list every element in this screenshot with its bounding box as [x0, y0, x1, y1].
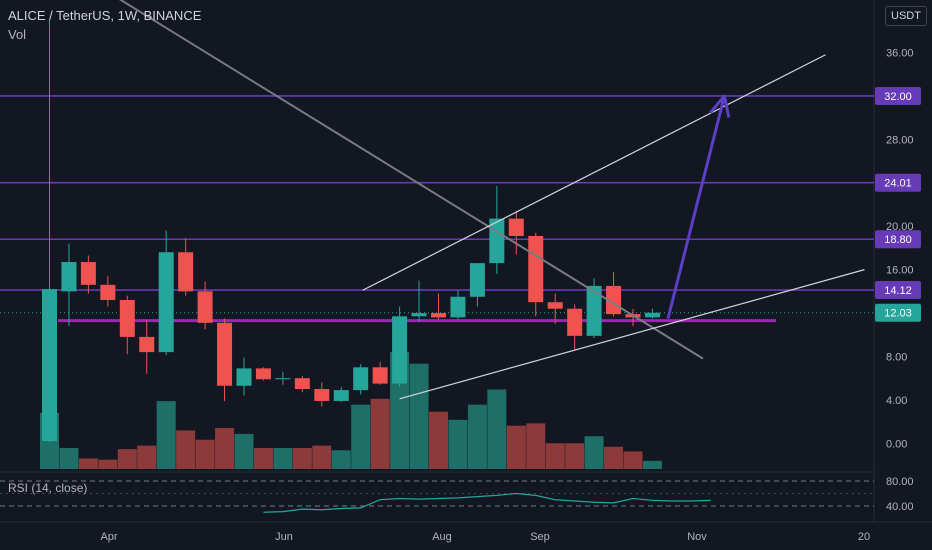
volume-bar [506, 425, 526, 469]
volume-bar [273, 447, 293, 469]
price-tick-label: 28.00 [886, 134, 914, 146]
volume-bar [526, 423, 546, 469]
candle-body [606, 285, 622, 315]
volume-bar [487, 389, 507, 469]
last-price-badge [875, 303, 921, 322]
candle-body [508, 218, 524, 236]
volume-bar [370, 398, 390, 469]
volume-bar [448, 419, 468, 469]
time-tick-label: Aug [432, 531, 452, 543]
candle-body [61, 262, 77, 292]
level-label: 32.00 [884, 91, 912, 103]
candle-body [236, 368, 252, 386]
volume-bar [312, 445, 332, 469]
time-tick-label: Nov [687, 531, 707, 543]
candle-body [431, 313, 446, 318]
volume-bar [623, 451, 643, 469]
projection-arrow-line [666, 95, 726, 319]
candle-body [178, 252, 194, 292]
volume-bar [137, 445, 157, 469]
candle-body [294, 378, 310, 390]
level-label: 14.12 [884, 285, 912, 297]
candle-body [197, 291, 213, 323]
candle-body [158, 252, 174, 353]
volume-bar [409, 363, 429, 469]
descending-trendline [118, 0, 704, 360]
price-tick-label: 16.00 [886, 265, 914, 277]
volume-bar [78, 458, 98, 469]
volume-bar [584, 436, 604, 469]
channel-trendline [399, 269, 865, 400]
candle-body [392, 316, 408, 384]
candle-body [547, 302, 563, 309]
candle-body [333, 390, 349, 401]
level-badge [875, 230, 921, 249]
volume-bar [331, 450, 351, 469]
candle-body [42, 289, 57, 442]
volume-bar [253, 447, 273, 469]
channel-trendline [362, 54, 826, 291]
time-tick-label: Sep [530, 531, 550, 543]
volume-bar [467, 404, 487, 469]
level-badge [875, 173, 921, 192]
price-tick-label: 8.00 [886, 351, 907, 363]
candle-body [100, 284, 116, 301]
rsi-tick-label: 40.00 [886, 501, 914, 513]
volume-bar [234, 433, 254, 469]
volume-bar [59, 447, 79, 469]
candle-body [450, 296, 466, 318]
volume-bar [156, 401, 176, 469]
candle-body [469, 263, 485, 297]
time-tick-label: Apr [100, 531, 117, 543]
candle-body [119, 300, 135, 337]
candle-body [255, 368, 271, 380]
volume-label[interactable]: Vol [8, 27, 27, 42]
volume-bar [176, 430, 196, 469]
rsi-line [263, 492, 711, 513]
candle-body [644, 312, 660, 318]
symbol-title[interactable]: ALICE / TetherUS, 1W, BINANCE [8, 8, 202, 23]
candle-body [567, 308, 583, 336]
volume-bar [195, 439, 215, 469]
volume-bar [604, 446, 624, 469]
price-tick-label: 0.00 [886, 438, 907, 450]
candle-body [80, 262, 96, 285]
last-price-label: 12.03 [884, 308, 912, 320]
volume-bar [642, 460, 662, 469]
projection-arrow-head [709, 94, 731, 118]
candle-body [275, 378, 291, 380]
volume-bar [429, 411, 448, 469]
price-tick-label: 20.00 [886, 221, 914, 233]
volume-bar [545, 443, 565, 469]
currency-button[interactable]: USDT [885, 6, 927, 26]
volume-bar [117, 449, 137, 469]
price-tick-label: 36.00 [886, 48, 914, 60]
level-badge [875, 86, 921, 105]
volume-bar [565, 443, 585, 469]
level-badge [875, 281, 921, 300]
level-label: 18.80 [884, 234, 912, 246]
candle-body [314, 389, 330, 401]
time-tick-label: Jun [275, 531, 293, 543]
rsi-label[interactable]: RSI (14, close) [8, 481, 88, 495]
price-tick-label: 4.00 [886, 395, 907, 407]
candle-body [528, 235, 544, 303]
volume-bar [98, 459, 118, 469]
candle-body [217, 322, 233, 386]
candle-body [586, 285, 602, 336]
candle-body [353, 367, 369, 391]
volume-bar [351, 404, 371, 469]
time-tick-label: 20 [858, 531, 870, 543]
candle-body [411, 313, 427, 317]
volume-bar [215, 428, 235, 469]
volume-bar [292, 447, 312, 469]
level-label: 24.01 [884, 178, 912, 190]
candle-body [372, 367, 388, 384]
rsi-tick-label: 80.00 [886, 476, 914, 488]
candle-body [139, 336, 155, 353]
